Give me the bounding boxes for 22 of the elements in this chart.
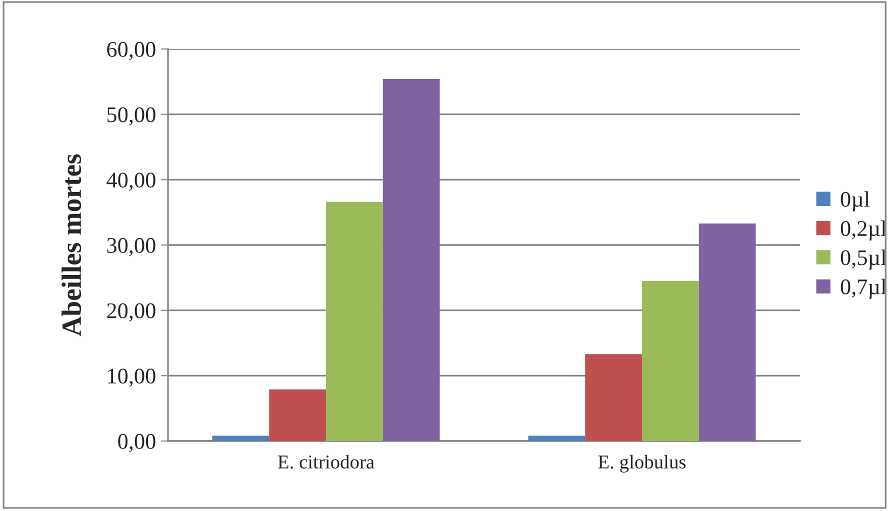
legend-label: 0,2µl	[840, 220, 886, 241]
y-tick-label: 50,00	[107, 107, 156, 126]
bar	[212, 436, 270, 441]
y-tick-label: 0,00	[118, 434, 156, 452]
bar	[269, 389, 326, 441]
legend-label: 0,7µl	[840, 278, 886, 299]
bar	[585, 354, 642, 441]
y-tick-label: 60,00	[107, 42, 156, 60]
y-tick-label: 20,00	[107, 303, 156, 322]
y-tick-label: 10,00	[108, 368, 156, 387]
bar	[382, 79, 440, 441]
bar	[528, 436, 586, 441]
y-tick-label: 40,00	[106, 172, 156, 191]
x-tick-label: E. globulus	[598, 454, 686, 473]
y-tick-label: 30,00	[107, 238, 156, 256]
bar	[698, 223, 756, 441]
legend-label: 0µl	[840, 191, 870, 212]
bar	[642, 280, 699, 441]
bar	[326, 202, 383, 441]
legend-label: 0,5µl	[840, 250, 886, 270]
x-tick-label: E. citriodora	[278, 454, 374, 469]
y-axis-title: Abeilles mortes	[62, 154, 82, 336]
